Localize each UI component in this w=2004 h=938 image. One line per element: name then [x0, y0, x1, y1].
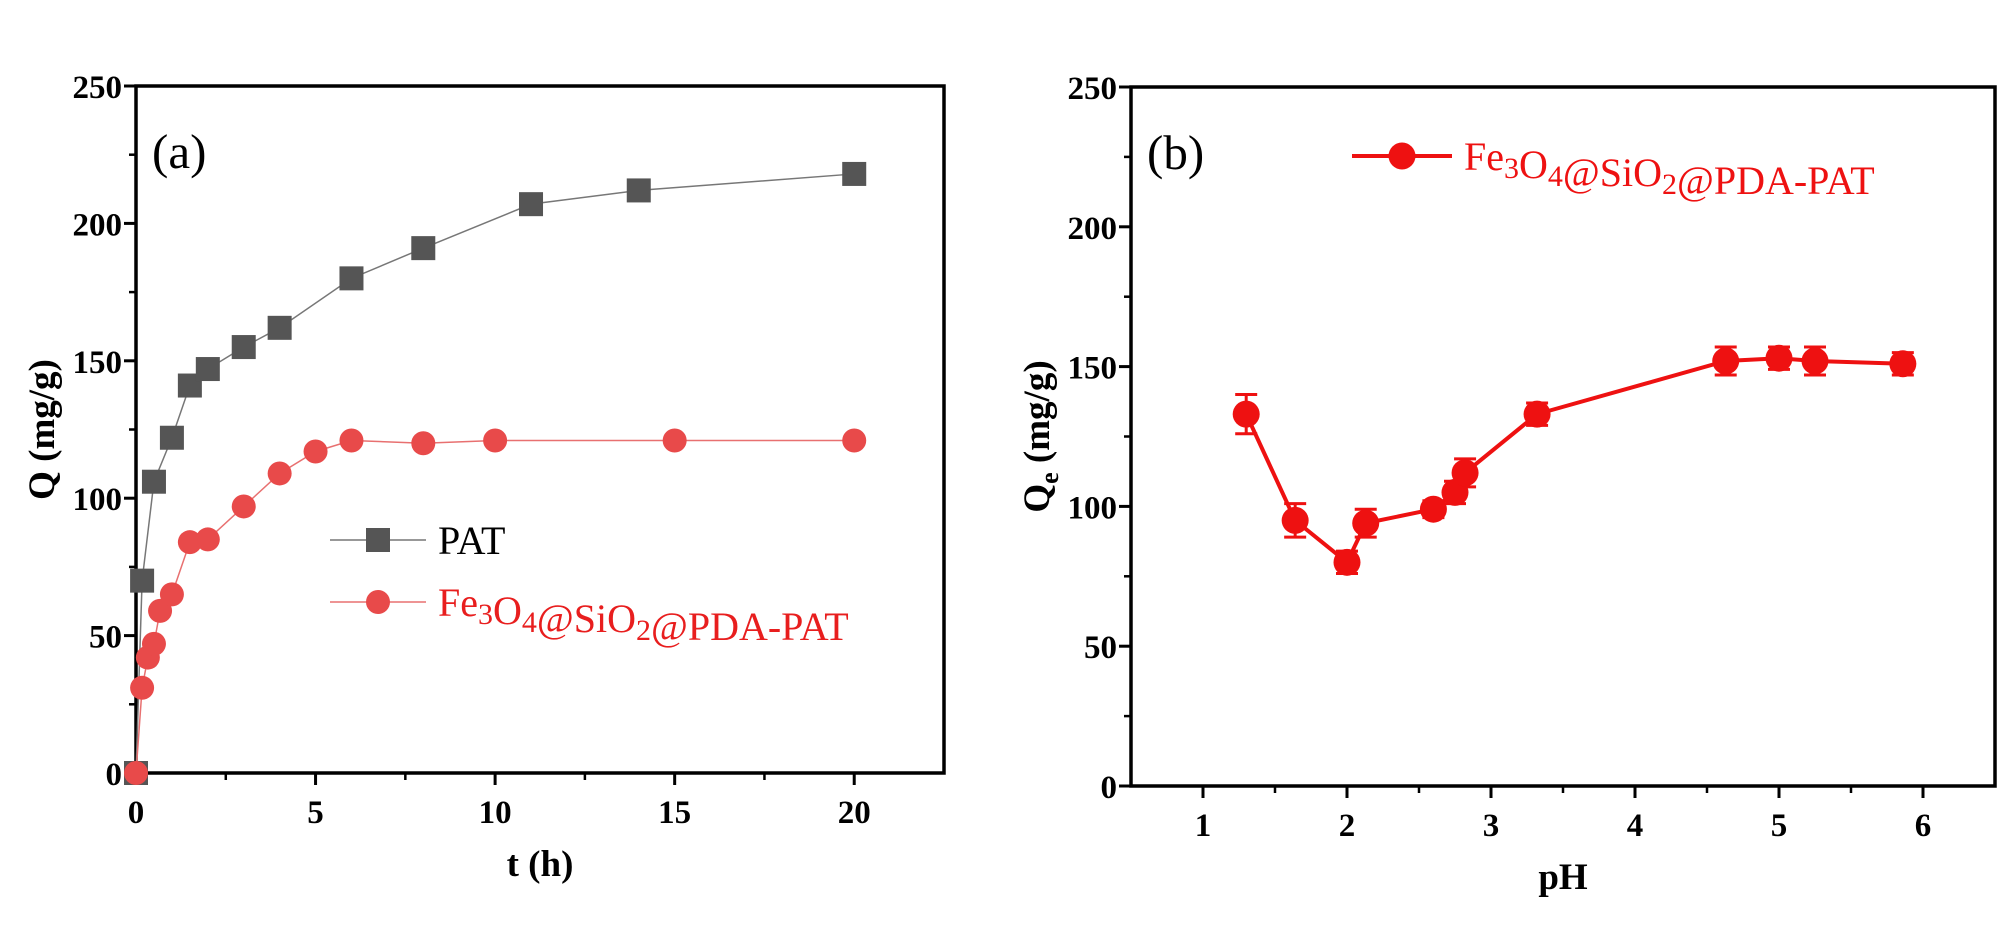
y-tick-label: 150: [73, 345, 123, 381]
y-axis-title: Q (mg/g): [22, 359, 63, 500]
data-point: [124, 761, 148, 785]
y-tick-label: 250: [73, 70, 123, 106]
data-point: [1419, 495, 1447, 523]
legend-marker: [366, 528, 390, 552]
data-point: [1712, 347, 1740, 375]
data-point: [159, 582, 184, 607]
data-point: [231, 494, 256, 519]
data-point: [141, 469, 166, 494]
y-tick-label: 150: [1068, 351, 1118, 387]
y-axis-title: Qe (mg/g): [1017, 360, 1064, 512]
data-point: [411, 236, 436, 261]
series-Fe3O4@SiO2@PDA-PAT: [1232, 344, 1917, 576]
x-axis-title: pH: [1538, 857, 1588, 898]
data-point: [842, 161, 867, 186]
data-point: [1333, 548, 1361, 576]
data-point: [339, 266, 364, 291]
x-axis-title: t (h): [507, 844, 574, 885]
legend-entry: PAT: [330, 518, 505, 563]
data-point: [1523, 400, 1551, 428]
panel-label: (a): [152, 124, 206, 179]
data-point: [1889, 350, 1917, 378]
x-tick-label: 6: [1915, 808, 1932, 844]
legend-label: Fe3O4@SiO2@PDA-PAT: [1464, 134, 1875, 203]
x-tick-label: 10: [479, 795, 512, 831]
y-tick-label: 100: [73, 482, 123, 518]
y-tick-label: 250: [1068, 71, 1118, 107]
data-point: [195, 357, 220, 382]
data-point: [177, 530, 202, 555]
y-tick-label: 0: [1101, 770, 1118, 806]
data-point: [1451, 459, 1479, 487]
y-tick-label: 0: [106, 757, 123, 793]
y-tick-label: 50: [1084, 630, 1117, 666]
data-point: [626, 178, 651, 203]
data-point: [519, 192, 544, 217]
x-tick-label: 3: [1483, 808, 1500, 844]
legend-label: PAT: [438, 518, 505, 563]
series-line: [135, 173, 855, 774]
x-tick-label: 4: [1627, 808, 1644, 844]
panel-label: (b): [1147, 125, 1204, 180]
panel-b-chart: 1 2 3 4 5 6 0 50 100 150 200 250 pH Qe (mg/g) (b) Fe3O4…: [1017, 71, 1997, 898]
data-point: [195, 527, 220, 552]
data-point: [130, 675, 155, 700]
data-point: [1352, 509, 1380, 537]
series-line: [1244, 356, 1903, 566]
y-tick-label: 50: [89, 620, 122, 656]
x-tick-label: 20: [838, 795, 871, 831]
data-point: [1801, 347, 1829, 375]
data-point: [267, 315, 292, 340]
y-tick-label: 200: [1068, 211, 1118, 247]
x-tick-label: 1: [1195, 808, 1212, 844]
data-point: [1765, 344, 1793, 372]
x-tick-label: 5: [307, 795, 324, 831]
x-tick-label: 5: [1771, 808, 1788, 844]
data-point: [130, 568, 155, 593]
x-tick-label: 15: [658, 795, 691, 831]
data-point: [141, 631, 166, 656]
x-tick-label: 2: [1339, 808, 1356, 844]
data-point: [411, 431, 436, 456]
data-point: [267, 461, 292, 486]
y-tick-label: 100: [1068, 490, 1118, 526]
plot-frame: [134, 84, 946, 775]
x-tick-label: 0: [128, 795, 145, 831]
legend-entry: Fe3O4@SiO2@PDA-PAT: [330, 580, 849, 649]
data-point: [842, 428, 867, 453]
legend-marker: [366, 590, 390, 614]
data-point: [339, 428, 364, 453]
series-PAT: [124, 161, 867, 785]
legend-entry: Fe3O4@SiO2@PDA-PAT: [1352, 134, 1875, 203]
data-point: [159, 425, 184, 450]
y-tick-label: 200: [73, 207, 123, 243]
data-point: [303, 439, 328, 464]
data-point: [1281, 506, 1309, 534]
data-point: [662, 428, 687, 453]
data-point: [148, 598, 173, 623]
series-Fe3O4@SiO2@PDA-PAT: [124, 428, 867, 785]
data-point: [1232, 400, 1260, 428]
legend-marker: [1388, 142, 1416, 170]
data-point: [483, 428, 508, 453]
legend-label: Fe3O4@SiO2@PDA-PAT: [438, 580, 849, 649]
data-point: [231, 335, 256, 360]
